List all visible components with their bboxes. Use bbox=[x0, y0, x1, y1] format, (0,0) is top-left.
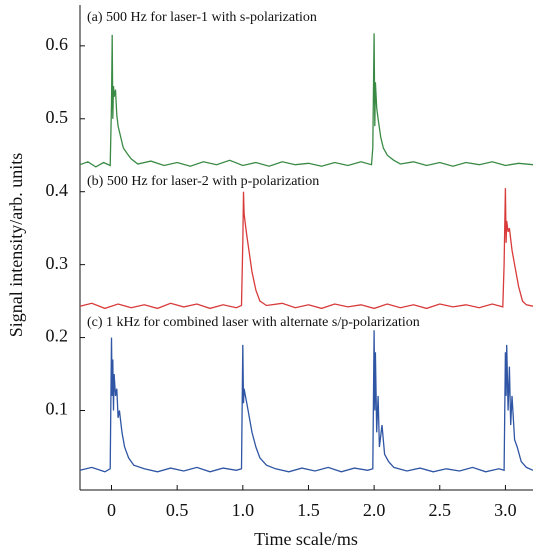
x-tick-label: 1.5 bbox=[297, 500, 320, 520]
x-tick-label: 2.5 bbox=[429, 500, 452, 520]
y-axis-label: Signal intensity/arb. units bbox=[6, 153, 26, 338]
y-tick-label: 0.6 bbox=[46, 34, 69, 54]
y-tick-label: 0.3 bbox=[46, 253, 69, 273]
signal-trace bbox=[79, 330, 533, 473]
x-tick-label: 0 bbox=[107, 500, 116, 520]
x-tick-label: 0.5 bbox=[166, 500, 189, 520]
x-axis-label: Time scale/ms bbox=[254, 529, 358, 549]
trace-label: (a) 500 Hz for laser-1 with s-polarizati… bbox=[87, 10, 317, 25]
signal-trace bbox=[79, 188, 533, 310]
trace-label: (c) 1 kHz for combined laser with altern… bbox=[87, 315, 420, 330]
trace-label: (b) 500 Hz for laser-2 with p-polarizati… bbox=[87, 174, 319, 189]
x-tick-label: 1.0 bbox=[232, 500, 255, 520]
y-tick-label: 0.2 bbox=[46, 326, 69, 346]
y-tick-label: 0.1 bbox=[46, 399, 69, 419]
x-tick-label: 2.0 bbox=[363, 500, 386, 520]
x-tick-label: 3.0 bbox=[494, 500, 517, 520]
y-tick-label: 0.4 bbox=[46, 180, 69, 200]
y-tick-label: 0.5 bbox=[46, 107, 69, 127]
signal-trace bbox=[79, 33, 533, 168]
